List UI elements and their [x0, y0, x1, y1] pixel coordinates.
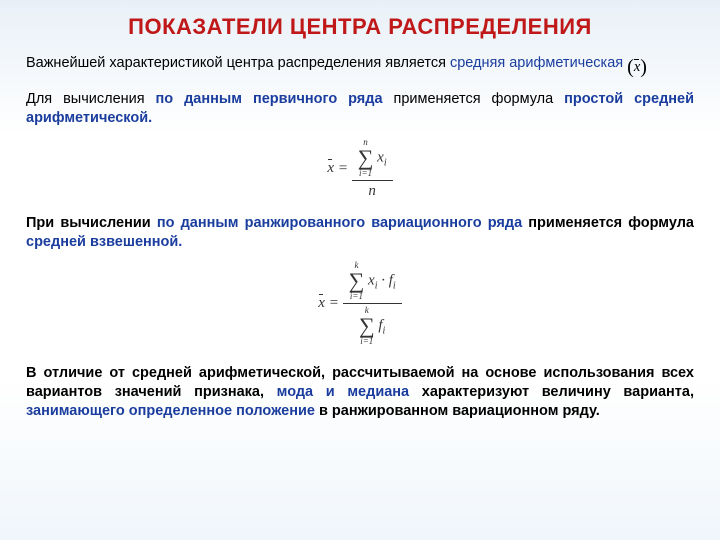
formula-simple-mean: x = n∑i=1 xi n [26, 138, 694, 200]
inline-xbar-symbol: (x) [627, 54, 647, 80]
p1-text-a: Важнейшей характеристикой центра распред… [26, 55, 450, 71]
p4-text-e: в ранжированном вариационном ряду. [315, 403, 600, 419]
paragraph-2: Для вычисления по данным первичного ряда… [26, 90, 694, 128]
p4-emphasis-b: занимающего определенное положение [26, 403, 315, 419]
p2-emphasis-a: по данным первичного ряда [156, 91, 383, 107]
p4-emphasis-a: мода и медиана [277, 384, 409, 400]
page-title: ПОКАЗАТЕЛИ ЦЕНТРА РАСПРЕДЕЛЕНИЯ [26, 14, 694, 40]
p2-text-c: применяется формула [383, 91, 565, 107]
p1-emphasis: средняя арифметическая [450, 55, 623, 71]
p3-text-c: применяется формула [522, 215, 694, 231]
p3-text-a: При вычислении [26, 215, 157, 231]
paragraph-3: При вычислении по данным ранжированного … [26, 214, 694, 252]
paragraph-1: Важнейшей характеристикой центра распред… [26, 54, 694, 80]
p4-text-c: характеризуют величину варианта, [409, 384, 694, 400]
p3-emphasis-a: по данным ранжированного вариационного р… [157, 215, 522, 231]
paragraph-4: В отличие от средней арифметической, рас… [26, 364, 694, 421]
p2-text-a: Для вычисления [26, 91, 156, 107]
formula-weighted-mean: x = k∑i=1 xi · fi k∑i=1 fi [26, 261, 694, 346]
p3-emphasis-b: средней взвешенной. [26, 234, 182, 250]
